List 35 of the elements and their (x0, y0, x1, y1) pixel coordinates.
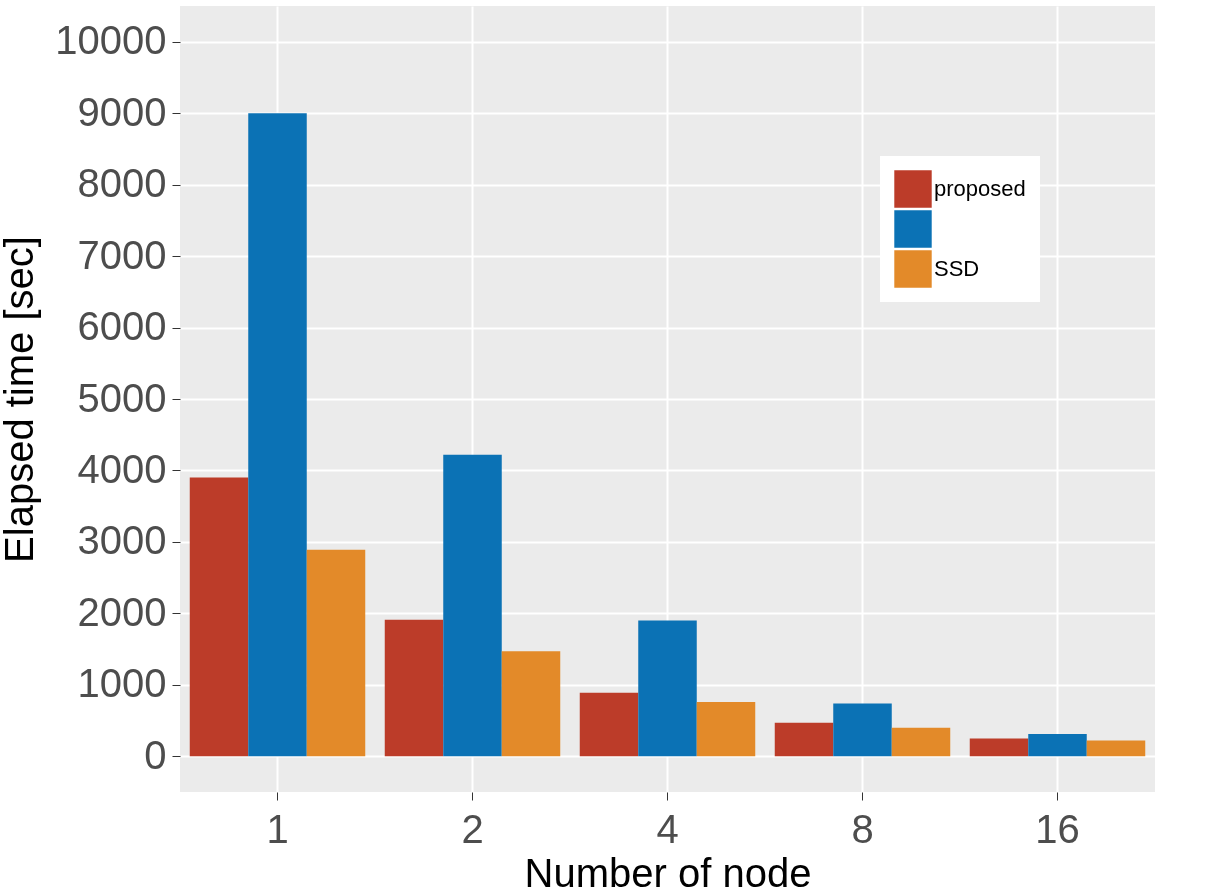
y-tick-label: 3000 (77, 518, 167, 563)
bar (1086, 740, 1146, 757)
y-tick-label: 10000 (55, 18, 167, 63)
y-tick-label: 5000 (77, 375, 167, 420)
y-tick-label: 7000 (77, 232, 167, 277)
y-tick-label: 6000 (77, 304, 167, 349)
bar (306, 549, 366, 757)
bar (501, 651, 561, 757)
bar (443, 454, 502, 757)
bar (774, 722, 834, 757)
bar (638, 620, 697, 757)
bar (1028, 734, 1087, 757)
legend-label: proposed (934, 176, 1026, 201)
x-tick-label: 4 (656, 806, 679, 851)
bar (189, 477, 249, 757)
y-axis-title: Elapsed time [sec] (0, 236, 42, 563)
bar (891, 727, 951, 757)
bar (833, 703, 892, 757)
bar (696, 701, 756, 757)
x-tick-label: 16 (1035, 806, 1080, 851)
x-tick-label: 2 (461, 806, 484, 851)
y-tick-label: 9000 (77, 89, 167, 134)
x-tick-label: 8 (851, 806, 874, 851)
y-tick-label: 0 (144, 732, 167, 777)
bar (579, 692, 639, 757)
bar (969, 738, 1029, 757)
bar (248, 113, 307, 757)
y-tick-label: 4000 (77, 446, 167, 491)
legend-label: SSD (934, 256, 980, 281)
y-tick-label: 8000 (77, 161, 167, 206)
y-tick-label: 2000 (77, 589, 167, 634)
y-tick-label: 1000 (77, 661, 167, 706)
x-axis-title: Number of node (524, 850, 812, 893)
x-tick-label: 1 (266, 806, 289, 851)
bar (384, 619, 444, 757)
